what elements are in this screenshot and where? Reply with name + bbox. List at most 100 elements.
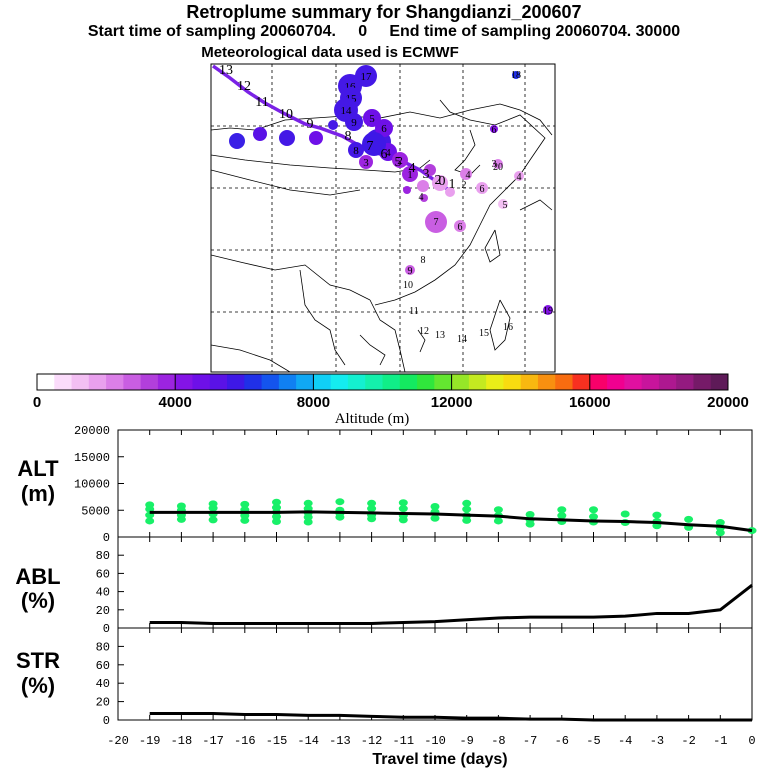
plume-day-label: 15: [479, 328, 489, 339]
x-tick-label: -20: [107, 734, 129, 748]
colorbar-segment: [572, 374, 591, 390]
trajectory-day-label: 10: [279, 107, 293, 122]
scatter-point: [335, 513, 345, 521]
sampling-time-subtitle: Start time of sampling 20060704. 0 End t…: [87, 23, 681, 40]
colorbar-segment: [106, 374, 124, 390]
trajectory-day-label: 7: [367, 139, 374, 154]
plume-marker: [253, 127, 267, 141]
map-coastlines: [211, 99, 553, 372]
plume-marker: [328, 120, 338, 130]
plume-day-label: 11: [409, 306, 419, 317]
y-tick-label: 20: [96, 696, 110, 710]
colorbar-segment: [676, 374, 694, 390]
altitude-colorbar: 0 4000 8000 12000 16000 20000: [33, 373, 749, 411]
scatter-point: [462, 499, 472, 507]
colorbar-segment: [693, 374, 712, 390]
trajectory-day-label: 12: [237, 79, 251, 94]
scatter-point: [272, 498, 281, 506]
trajectory-day-label: 9: [307, 117, 314, 132]
plume-marker: [403, 186, 411, 194]
colorbar-segment: [520, 374, 539, 390]
y-axis-label: ALT: [17, 456, 59, 481]
y-tick-label: 40: [96, 677, 110, 691]
colorbar-label: Altitude (m): [335, 411, 410, 427]
colorbar-tick-label: 20000: [707, 394, 749, 411]
plume-day-label: 8: [353, 145, 359, 157]
scatter-point: [430, 503, 440, 511]
colorbar-segment: [417, 374, 435, 390]
x-tick-label: -15: [266, 734, 288, 748]
plume-day-label: 15: [346, 93, 358, 105]
plume-day-label: 4: [419, 192, 424, 203]
scatter-point: [303, 518, 313, 526]
time-series-panels: 05000100001500020000ALT(m)020406080ABL(%…: [15, 424, 757, 748]
scatter-point: [430, 514, 440, 522]
colorbar-segment: [313, 374, 332, 390]
y-tick-label: 40: [96, 586, 110, 600]
panel-str: 0 20 40 60 80 STR(%): [16, 627, 753, 728]
scatter-point: [620, 510, 630, 518]
x-axis-ticks: -20 -19 -18 -17 -16 -15 -14 -13 -12 -11 -10 -9 -8 -7-…: [107, 734, 755, 748]
plume-marker: [359, 155, 373, 169]
plume-day-label: 4: [385, 147, 391, 159]
colorbar-segment: [261, 374, 280, 390]
colorbar-segment: [555, 374, 574, 390]
colorbar-segment: [54, 374, 73, 390]
scatter-point: [272, 513, 281, 521]
y-tick-label: 0: [103, 531, 110, 545]
plume-day-label: 18: [511, 70, 521, 81]
colorbar-segment: [434, 374, 453, 390]
y-axis-label: (%): [21, 673, 55, 698]
scatter-point: [684, 515, 694, 523]
scatter-point: [145, 517, 155, 525]
scatter-point: [715, 519, 725, 527]
colorbar-segment: [658, 374, 677, 390]
x-tick-label: -16: [234, 734, 256, 748]
scatter-point: [367, 505, 377, 513]
trajectory-day-label: 6: [381, 147, 388, 162]
panel-frame: [117, 627, 753, 721]
x-tick-label: -11: [392, 734, 414, 748]
scatter-point: [398, 505, 408, 513]
plume-day-label: 6: [480, 184, 485, 195]
y-tick-label: 5000: [81, 504, 110, 518]
chart-title: Retroplume summary for Shangdianzi_20060…: [186, 2, 582, 22]
scatter-point: [208, 504, 218, 512]
plume-marker: [375, 119, 393, 137]
plume-day-label: 10: [403, 280, 413, 291]
plume-day-label: 9: [351, 117, 357, 129]
y-tick-label: 0: [103, 622, 110, 636]
x-tick-label: -10: [424, 734, 446, 748]
y-axis-label: STR: [16, 648, 60, 673]
x-tick-label: -8: [491, 734, 505, 748]
trajectory-day-label: 0: [439, 174, 446, 189]
plume-marker: [279, 130, 295, 146]
plume-day-label: 14: [341, 105, 353, 117]
plume-marker: [363, 109, 381, 127]
plume-marker: [493, 159, 503, 169]
plume-day-label: 13: [435, 330, 445, 341]
plume-day-label: 17: [361, 71, 373, 83]
plume-marker: [476, 182, 488, 194]
plume-marker: [498, 199, 508, 209]
scatter-point: [208, 516, 218, 524]
colorbar-segment: [37, 374, 55, 390]
plume-marker: [432, 175, 448, 191]
plume-marker: [445, 187, 455, 197]
colorbar-segment: [589, 374, 608, 390]
trajectory-day-label: 4: [409, 161, 416, 176]
plume-marker: [402, 166, 418, 182]
x-tick-label: 0: [748, 734, 755, 748]
x-tick-label: -4: [618, 734, 632, 748]
y-axis-label: (%): [21, 588, 55, 613]
map-panel: 1716151498765432113121110987654321063424…: [210, 63, 556, 373]
plume-marker: [309, 131, 323, 145]
plume-marker: [405, 265, 415, 275]
colorbar-tick-label: 0: [33, 394, 41, 411]
colorbar-segment: [607, 374, 625, 390]
colorbar-segment: [347, 374, 366, 390]
plume-day-label: 19: [543, 306, 553, 317]
y-tick-label: 80: [96, 549, 110, 563]
plume-marker: [392, 152, 408, 168]
